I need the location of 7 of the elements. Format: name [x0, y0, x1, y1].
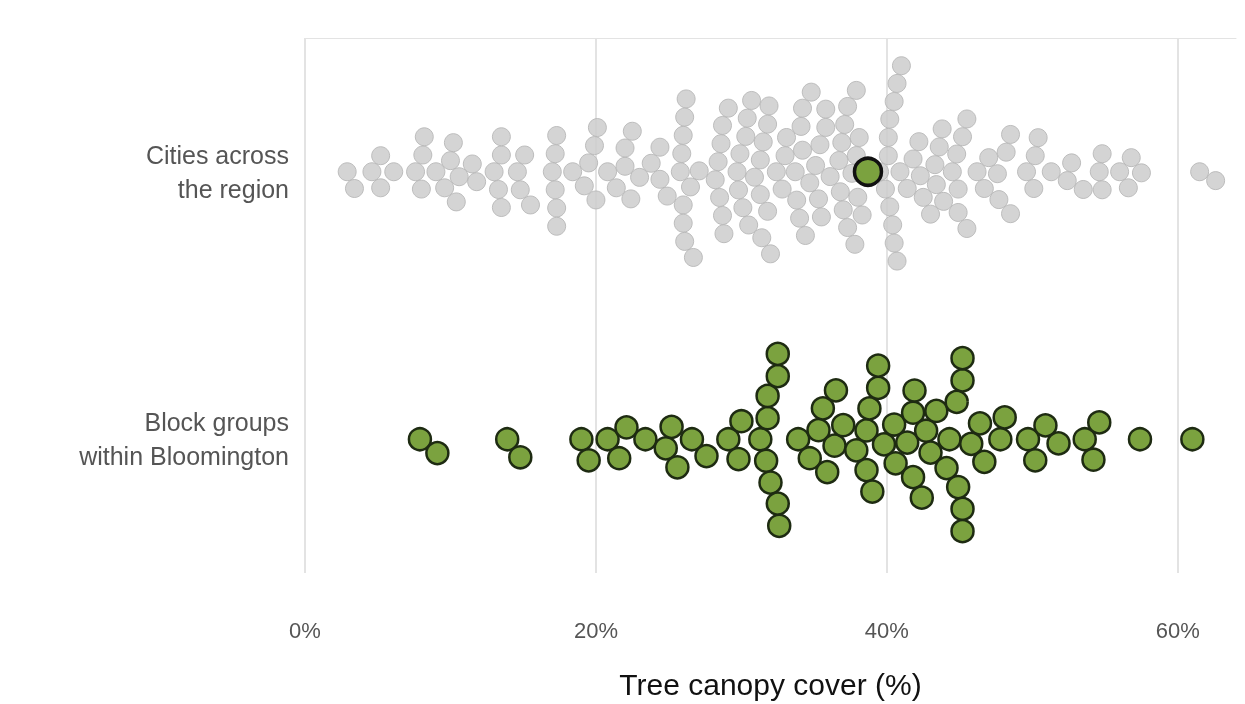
x-tick-label: 20% [573, 617, 618, 643]
y-tick-label: Cities across the region [145, 140, 289, 203]
x-axis-title: Tree canopy cover (%) [619, 667, 922, 701]
y-tick-label: Block groups within Bloomington [78, 408, 289, 471]
x-tick-label: 0% [289, 617, 321, 643]
x-tick-label: 60% [1155, 617, 1200, 643]
x-tick-label: 40% [864, 617, 909, 643]
